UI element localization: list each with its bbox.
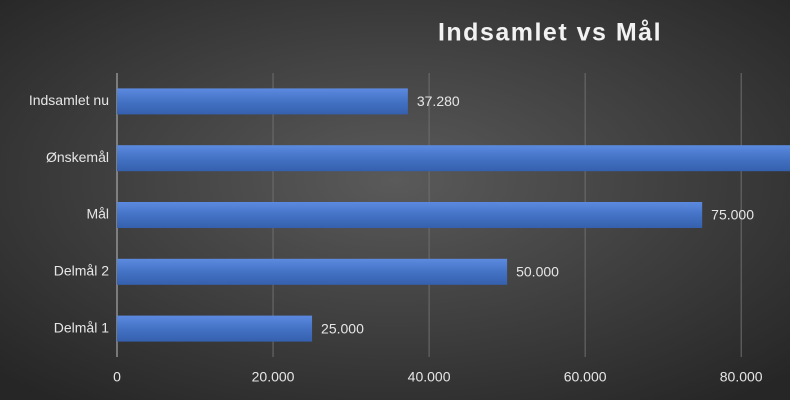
y-tick-label: Indsamlet nu <box>29 92 109 108</box>
x-tick-label: 0 <box>113 369 121 385</box>
data-label: 50.000 <box>516 264 559 280</box>
chart-title: Indsamlet vs Mål <box>438 19 662 47</box>
data-label: 75.000 <box>711 207 754 223</box>
y-tick-label: Ønskemål <box>46 149 109 165</box>
bar <box>117 145 790 172</box>
y-tick-label: Delmål 1 <box>54 319 109 335</box>
x-tick-label: 40.000 <box>408 369 451 385</box>
data-label: 25.000 <box>321 320 364 336</box>
x-tick-label: 60.000 <box>564 369 607 385</box>
y-tick-label: Delmål 2 <box>54 263 109 279</box>
y-tick-label: Mål <box>86 206 109 222</box>
x-tick-label: 20.000 <box>252 369 295 385</box>
bar <box>117 315 313 342</box>
bar <box>117 88 408 115</box>
bars <box>117 88 790 342</box>
data-label: 37.280 <box>417 93 460 109</box>
x-tick-label: 80.000 <box>720 369 763 385</box>
bar <box>117 202 703 228</box>
bar <box>117 258 508 285</box>
